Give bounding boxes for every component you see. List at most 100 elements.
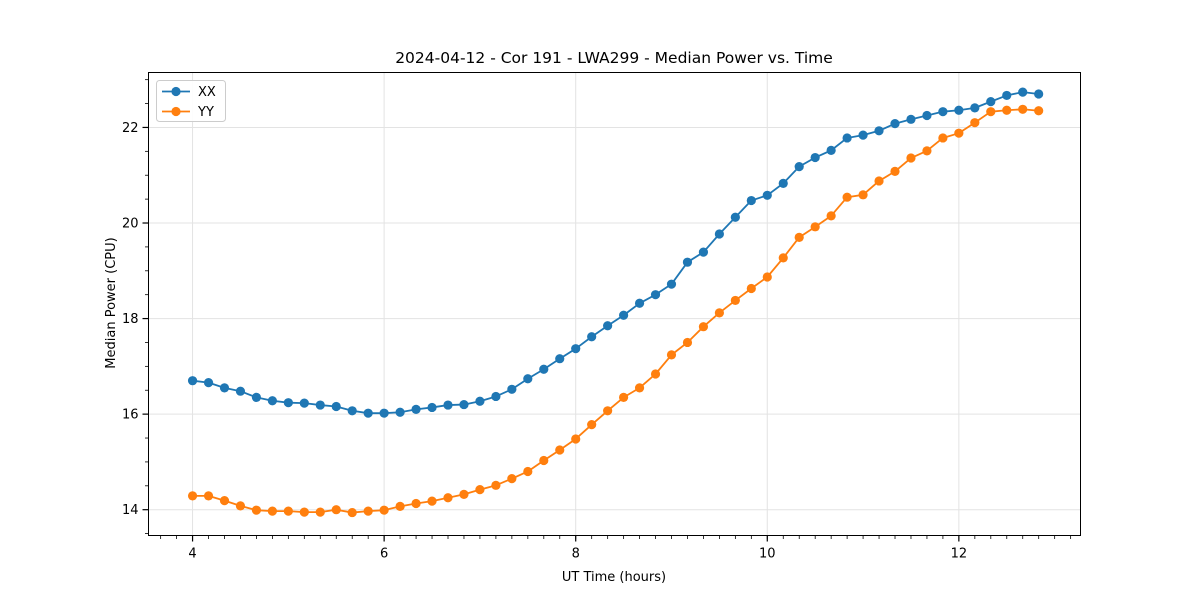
y-tick-label: 22 <box>122 121 139 136</box>
data-point-xx <box>427 402 437 413</box>
x-axis-label: UT Time (hours) <box>562 570 666 585</box>
data-point-xx <box>331 401 341 412</box>
data-point-yy <box>1034 106 1044 116</box>
data-point-yy <box>235 501 246 511</box>
data-point-yy <box>746 283 756 294</box>
data-point-xx <box>523 374 533 384</box>
legend: XX YY <box>156 80 226 122</box>
x-tick-label: 4 <box>188 547 196 562</box>
chart-axes: 4 6 8 10 12 14 16 18 20 22 <box>122 72 1081 562</box>
data-point-xx <box>954 105 964 115</box>
data-point-xx <box>794 162 804 172</box>
data-point-xx <box>251 392 262 403</box>
data-point-yy <box>395 501 405 511</box>
y-tick-label: 16 <box>122 408 139 423</box>
chart-series <box>187 87 1044 518</box>
data-point-xx <box>746 195 756 206</box>
data-point-xx <box>858 130 868 140</box>
data-point-yy <box>810 222 820 232</box>
data-point-yy <box>251 505 262 515</box>
data-point-xx <box>922 110 932 121</box>
data-point-yy <box>587 420 597 430</box>
data-point-xx <box>890 119 900 129</box>
data-point-yy <box>315 507 325 517</box>
data-point-yy <box>682 337 693 348</box>
data-point-yy <box>714 308 724 318</box>
data-point-xx <box>267 396 277 406</box>
data-point-xx <box>475 396 485 406</box>
data-point-yy <box>619 392 629 403</box>
data-point-xx <box>299 398 309 408</box>
data-point-yy <box>954 128 964 138</box>
data-point-xx <box>411 404 421 414</box>
data-point-xx <box>874 126 884 136</box>
data-point-yy <box>890 166 900 177</box>
data-point-yy <box>922 146 932 156</box>
data-point-yy <box>874 176 884 186</box>
data-point-xx <box>842 133 852 143</box>
data-point-yy <box>906 153 916 163</box>
data-point-xx <box>603 321 613 331</box>
data-point-yy <box>970 118 980 128</box>
data-point-xx <box>714 229 724 239</box>
data-point-xx <box>682 257 693 267</box>
data-point-yy <box>427 496 437 506</box>
data-point-yy <box>475 485 485 495</box>
data-point-xx <box>347 406 357 416</box>
data-point-xx <box>587 332 597 342</box>
data-point-yy <box>539 455 549 466</box>
data-point-xx <box>698 247 709 257</box>
data-point-yy <box>299 507 309 517</box>
data-point-yy <box>826 211 836 221</box>
data-point-xx <box>203 378 214 388</box>
plot-frame <box>148 72 1081 536</box>
data-point-xx <box>491 391 501 402</box>
data-point-yy <box>938 133 948 143</box>
data-point-xx <box>363 408 373 418</box>
data-point-xx <box>219 383 230 393</box>
data-point-xx <box>810 152 820 163</box>
data-point-yy <box>778 253 788 263</box>
y-axis-label: Median Power (CPU) <box>104 237 119 368</box>
data-point-xx <box>1018 87 1028 97</box>
data-point-xx <box>778 178 788 188</box>
data-point-xx <box>187 376 198 386</box>
data-point-yy <box>491 480 501 490</box>
data-point-yy <box>267 506 277 516</box>
data-point-yy <box>666 350 677 360</box>
data-point-yy <box>411 498 421 509</box>
data-point-yy <box>379 505 389 515</box>
data-point-xx <box>970 103 980 113</box>
data-point-xx <box>619 310 629 320</box>
x-tick-label: 8 <box>572 547 580 562</box>
data-point-yy <box>762 272 772 282</box>
data-point-yy <box>219 496 230 506</box>
data-point-yy <box>858 190 868 200</box>
data-point-yy <box>443 493 453 503</box>
data-point-xx <box>650 290 661 300</box>
data-point-yy <box>363 506 373 516</box>
legend-label-yy: YY <box>197 105 214 120</box>
data-point-xx <box>730 212 740 222</box>
data-point-xx <box>906 114 916 124</box>
data-point-yy <box>523 466 533 477</box>
data-point-xx <box>986 97 996 107</box>
data-point-yy <box>283 506 293 516</box>
data-point-yy <box>603 406 613 416</box>
data-point-yy <box>634 383 645 393</box>
data-point-yy <box>571 434 581 444</box>
data-point-xx <box>283 398 293 408</box>
data-point-yy <box>187 491 198 501</box>
x-tick-label: 6 <box>380 547 388 562</box>
data-point-yy <box>331 505 341 515</box>
data-point-yy <box>986 107 996 117</box>
y-tick-label: 20 <box>122 217 139 232</box>
data-point-xx <box>571 344 581 354</box>
data-point-yy <box>459 489 469 500</box>
data-point-xx <box>666 279 677 289</box>
data-point-yy <box>1002 105 1012 115</box>
y-tick-label: 14 <box>122 503 139 518</box>
data-point-xx <box>634 298 645 308</box>
legend-label-xx: XX <box>198 85 216 100</box>
